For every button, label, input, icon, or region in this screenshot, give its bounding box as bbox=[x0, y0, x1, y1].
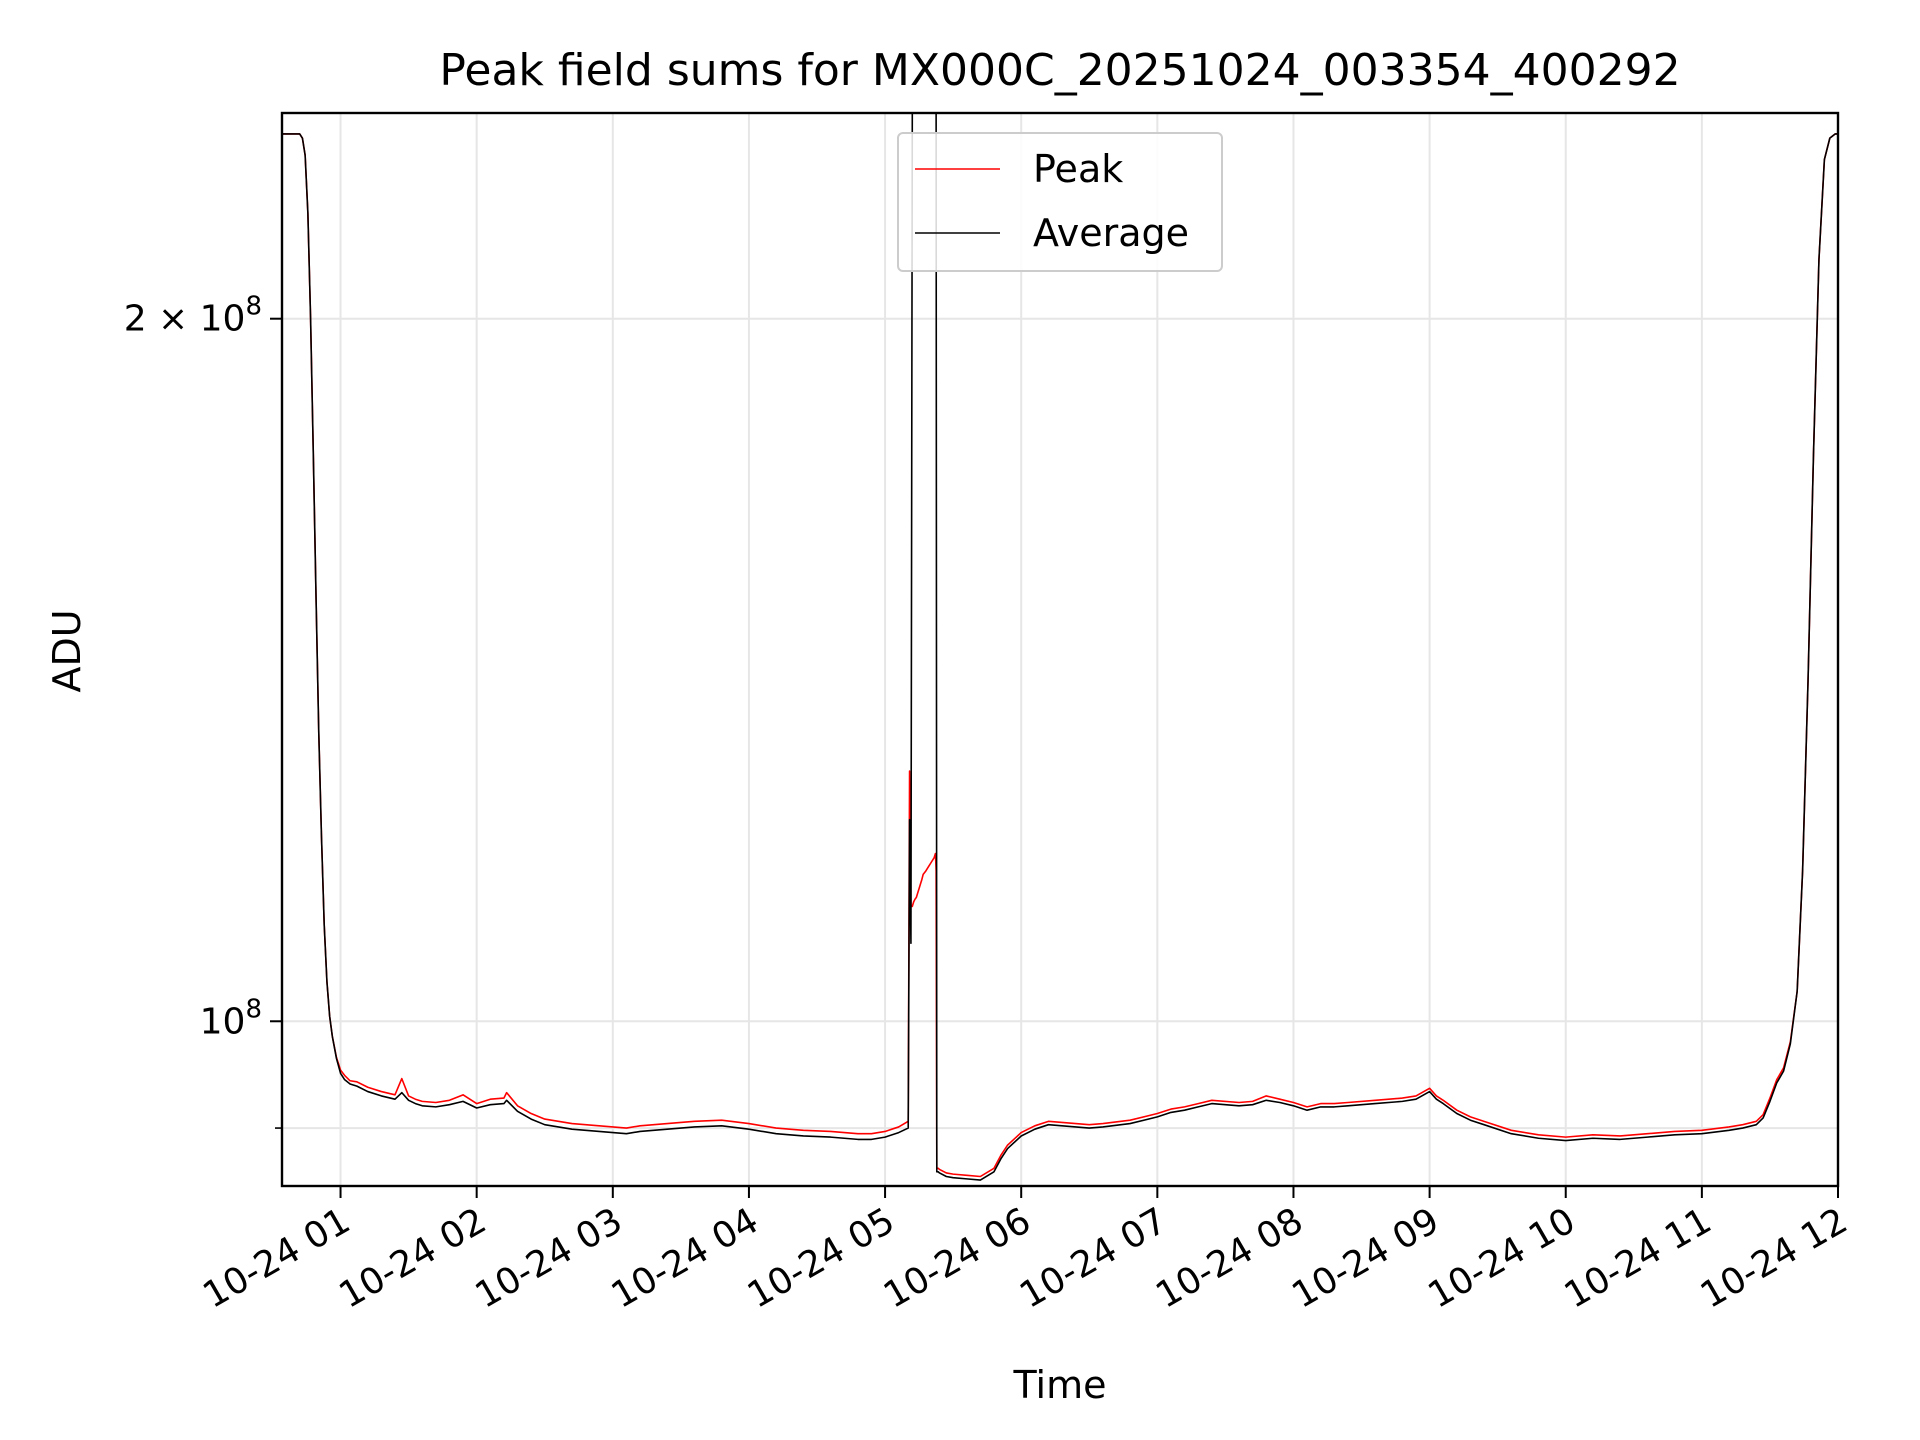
legend-box bbox=[897, 132, 1223, 272]
legend-label-peak: Peak bbox=[1033, 147, 1123, 191]
chart-title: Peak field sums for MX000C_20251024_0033… bbox=[439, 45, 1680, 96]
series-layer bbox=[282, 113, 1838, 1181]
legend: Peak Average bbox=[897, 132, 1223, 272]
y-axis: 108 2 × 108 bbox=[124, 292, 282, 1129]
series-line-peak bbox=[282, 133, 1838, 1178]
x-axis-label: Time bbox=[1013, 1363, 1107, 1407]
grid-layer bbox=[282, 113, 1839, 1186]
y-tick-label: 108 bbox=[200, 994, 262, 1042]
legend-label-average: Average bbox=[1033, 211, 1189, 255]
y-axis-label: ADU bbox=[45, 609, 89, 692]
plot-frame bbox=[280, 111, 1840, 1188]
series-line-average bbox=[282, 113, 1838, 1181]
y-tick-label: 2 × 108 bbox=[124, 292, 262, 340]
